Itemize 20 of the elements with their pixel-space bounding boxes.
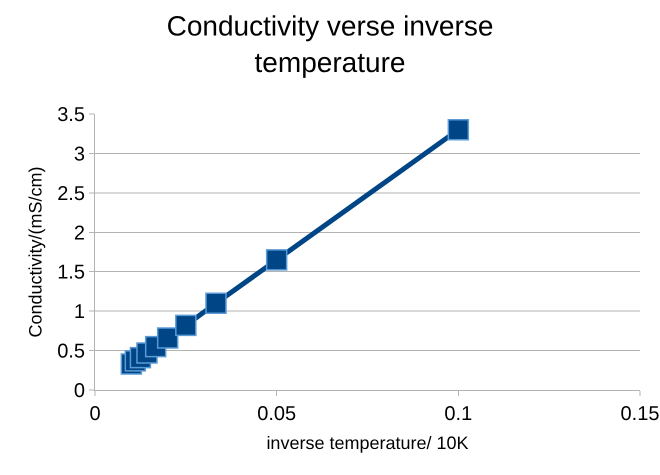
x-axis-title: inverse temperature/ 10K (266, 433, 469, 454)
x-tick-label: 0.05 (257, 403, 296, 425)
x-tick-label: 0 (89, 403, 101, 425)
x-tick-label: 0.15 (620, 403, 660, 425)
point (156, 327, 178, 349)
y-tick-label: 1 (74, 301, 85, 324)
point (448, 119, 470, 141)
y-tick-label: 1.5 (57, 262, 85, 284)
chart-title: Conductivity verse inverse temperature (166, 10, 494, 78)
x-tick-label: 0.1 (444, 403, 472, 425)
point (175, 314, 197, 336)
y-tick-label: 2.5 (57, 182, 85, 205)
y-tick-label: 2 (74, 222, 85, 244)
y-axis-title: Conductivity/(mS/cm) (25, 166, 46, 338)
y-tick-label: 3.5 (57, 104, 85, 126)
y-tick-label: 3 (74, 143, 85, 166)
point (266, 249, 288, 271)
y-tick-label: 0 (74, 380, 85, 402)
y-tick-label: 0.5 (57, 340, 85, 363)
point (205, 292, 227, 314)
